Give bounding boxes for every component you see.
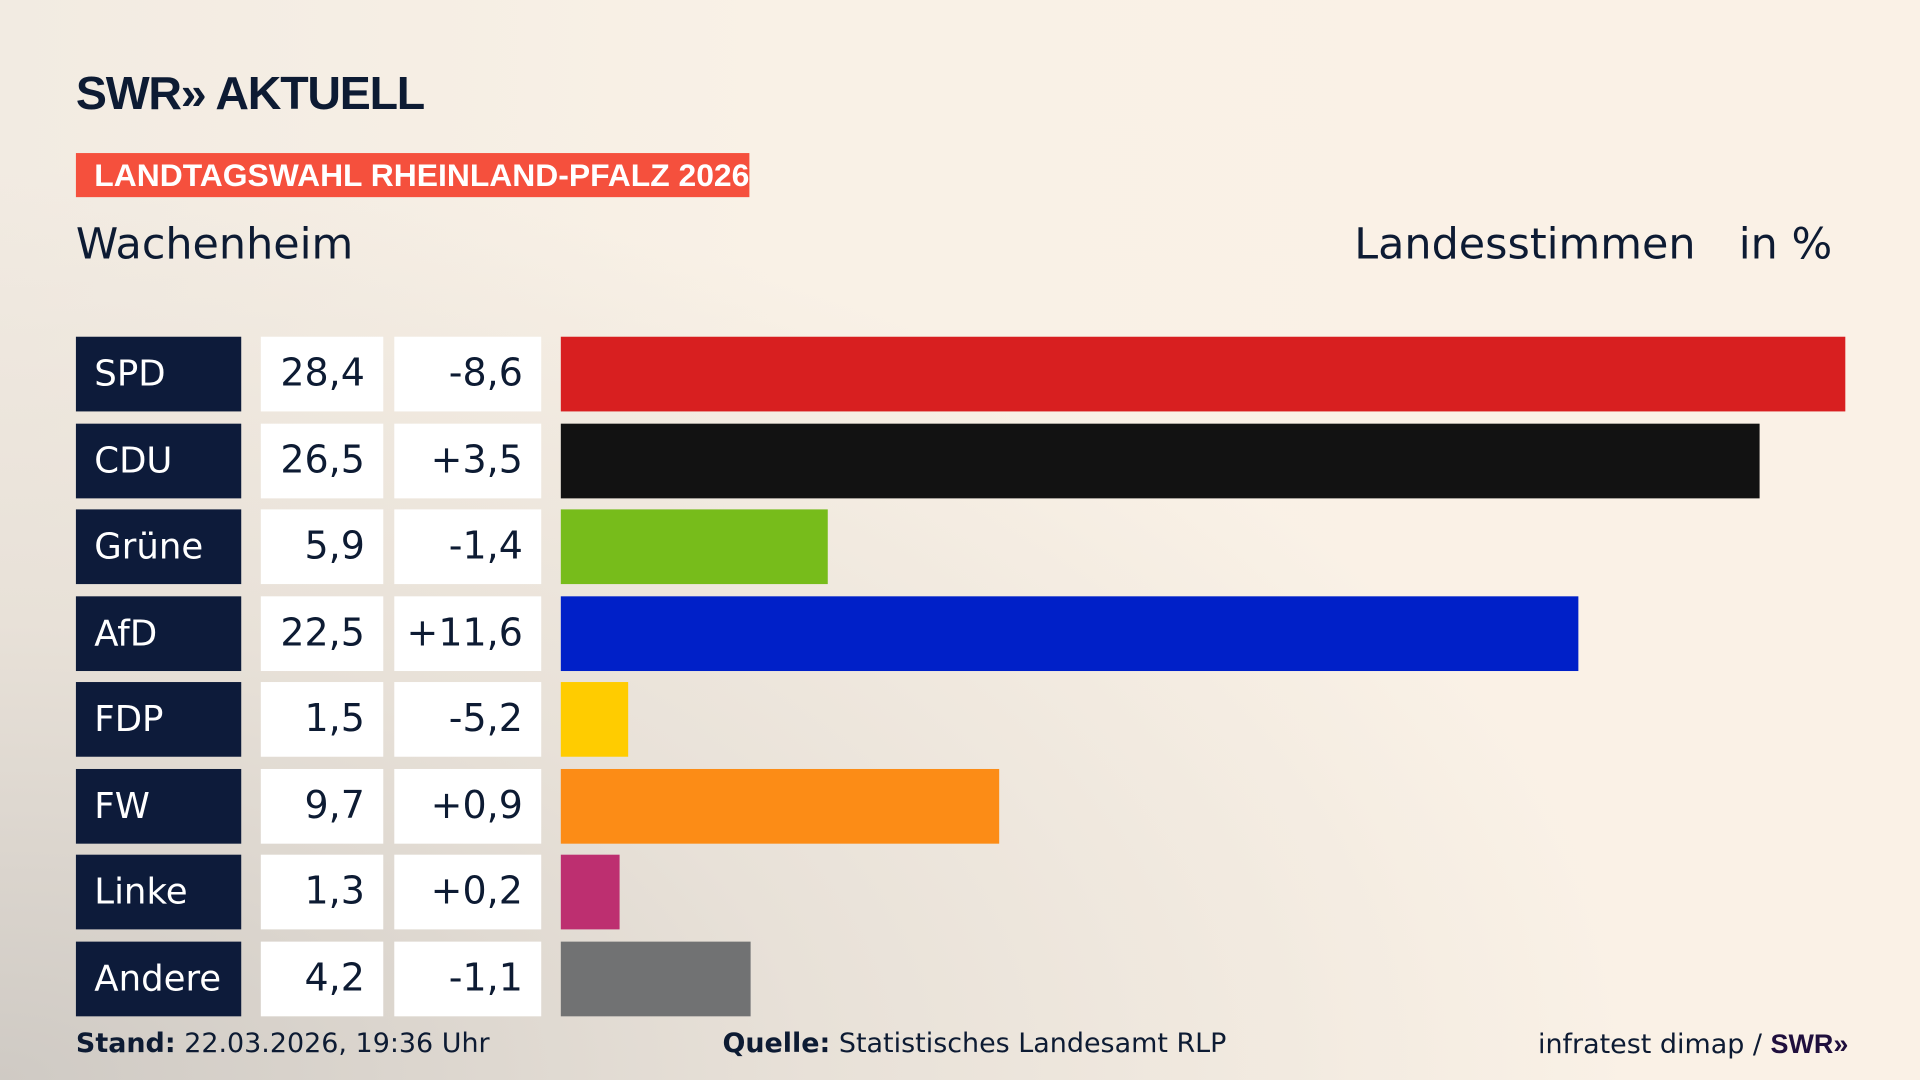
party-label: Linke <box>75 854 242 930</box>
source: Quelle: Statistisches Landesamt RLP <box>722 1029 1226 1060</box>
bar <box>560 595 1579 671</box>
value-label: 4,2 <box>260 941 384 1016</box>
party-label: FDP <box>75 682 242 757</box>
diff-label: +11,6 <box>394 595 542 671</box>
source-label: Quelle: <box>722 1028 831 1060</box>
party-label: SPD <box>75 336 242 412</box>
party-label: FW <box>75 768 242 844</box>
election-banner: LANDTAGSWAHL RHEINLAND-PFALZ 2026 <box>75 153 750 198</box>
value-label: 1,5 <box>260 682 384 757</box>
credit: infratest dimap / SWR» <box>1538 1029 1848 1061</box>
source-value: Statistisches Landesamt RLP <box>838 1028 1227 1060</box>
bar <box>560 768 1000 844</box>
party-label: CDU <box>75 423 242 498</box>
diff-label: +0,2 <box>394 854 542 930</box>
diff-label: -1,4 <box>394 509 542 585</box>
value-label: 22,5 <box>260 595 384 671</box>
value-label: 1,3 <box>260 854 384 930</box>
bar <box>560 854 620 930</box>
location-title: Wachenheim <box>75 220 354 270</box>
bar <box>560 941 751 1016</box>
party-label: AfD <box>75 595 242 671</box>
diff-label: -5,2 <box>394 682 542 757</box>
bar <box>560 423 1760 498</box>
stand-value: 22.03.2026, 19:36 Uhr <box>184 1028 490 1060</box>
value-label: 9,7 <box>260 768 384 844</box>
value-label: 5,9 <box>260 509 384 585</box>
bar <box>560 509 828 585</box>
timestamp: Stand: 22.03.2026, 19:36 Uhr <box>76 1029 490 1060</box>
swr-logo: SWR» <box>1770 1028 1849 1060</box>
party-label: Grüne <box>75 509 242 585</box>
diff-label: +3,5 <box>394 423 542 498</box>
diff-label: -1,1 <box>394 941 542 1016</box>
bar <box>560 336 1846 412</box>
stand-label: Stand: <box>75 1028 176 1060</box>
bar <box>560 682 629 757</box>
credit-text: infratest dimap / <box>1537 1029 1762 1061</box>
party-label: Andere <box>75 941 242 1016</box>
diff-label: -8,6 <box>394 336 542 412</box>
value-label: 28,4 <box>260 336 384 412</box>
measure-label: Landesstimmen <box>1354 220 1696 270</box>
swr-aktuell-logo: SWR» AKTUELL <box>75 68 425 121</box>
diff-label: +0,9 <box>394 768 542 844</box>
unit-label: in % <box>1738 220 1833 270</box>
value-label: 26,5 <box>260 423 384 498</box>
